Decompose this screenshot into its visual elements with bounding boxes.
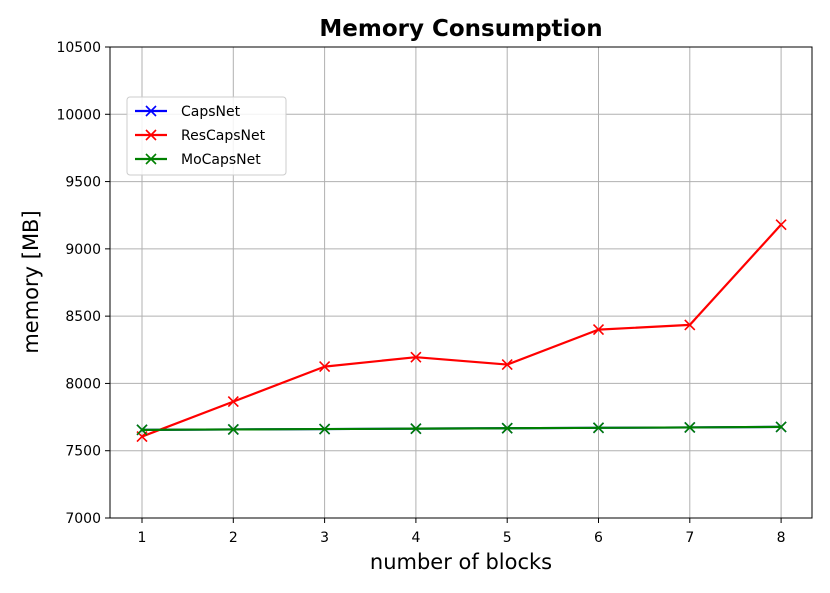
series-mocapsnet bbox=[136, 421, 787, 436]
data-point-mocapsnet bbox=[501, 422, 513, 434]
data-point-mocapsnet bbox=[227, 423, 239, 436]
y-axis-ticks: 7000 7500 8000 8500 9000 9500 10000 10500 bbox=[56, 40, 110, 527]
legend-item-rescapsnet: ResCapsNet bbox=[135, 128, 266, 144]
legend-item-capsnet: CapsNet bbox=[135, 104, 241, 120]
data-point-rescapsnet bbox=[227, 396, 239, 408]
series-line-mocapsnet bbox=[141, 425, 782, 431]
x-tick-label: 5 bbox=[503, 530, 512, 546]
data-point-mocapsnet bbox=[136, 424, 148, 436]
legend: CapsNet ResCapsNet MoCapsNet bbox=[126, 96, 287, 176]
y-tick-label: 7000 bbox=[65, 511, 101, 527]
x-tick-label: 4 bbox=[411, 530, 420, 546]
chart-title: Memory Consumption bbox=[319, 16, 602, 42]
legend-marker-capsnet bbox=[145, 105, 157, 117]
x-axis-ticks: 1 2 3 4 5 6 7 8 bbox=[138, 518, 786, 546]
legend-item-mocapsnet: MoCapsNet bbox=[135, 152, 261, 168]
y-tick-label: 10000 bbox=[56, 107, 101, 123]
plot-frame bbox=[109, 46, 813, 519]
x-tick-label: 7 bbox=[685, 530, 694, 546]
data-point-mocapsnet bbox=[592, 422, 605, 434]
x-tick-label: 2 bbox=[229, 530, 238, 546]
data-point-rescapsnet bbox=[684, 319, 696, 331]
y-tick-label: 9500 bbox=[65, 175, 101, 191]
y-tick-label: 8500 bbox=[65, 309, 101, 325]
y-tick-label: 8000 bbox=[65, 376, 101, 392]
series-line-rescapsnet bbox=[141, 223, 782, 438]
data-point-rescapsnet bbox=[501, 359, 513, 371]
x-tick-label: 6 bbox=[594, 530, 603, 546]
x-tick-label: 3 bbox=[320, 530, 329, 546]
data-point-mocapsnet bbox=[775, 421, 787, 433]
data-point-rescapsnet bbox=[775, 219, 787, 231]
data-series bbox=[136, 219, 787, 443]
legend-marker-mocapsnet bbox=[145, 153, 157, 165]
y-axis-title: memory [MB] bbox=[19, 210, 43, 353]
legend-marker-rescapsnet bbox=[145, 129, 157, 141]
data-point-mocapsnet bbox=[319, 423, 331, 435]
x-tick-label: 8 bbox=[777, 530, 786, 546]
data-point-mocapsnet bbox=[684, 421, 696, 433]
legend-box bbox=[126, 96, 287, 176]
legend-label-mocapsnet: MoCapsNet bbox=[181, 152, 261, 168]
x-axis-title: number of blocks bbox=[370, 550, 552, 574]
y-tick-label: 9000 bbox=[65, 242, 101, 258]
grid-lines bbox=[110, 46, 812, 519]
data-point-rescapsnet bbox=[319, 361, 331, 373]
y-tick-label: 7500 bbox=[65, 444, 101, 460]
data-point-mocapsnet bbox=[410, 423, 422, 435]
data-point-rescapsnet bbox=[410, 351, 422, 363]
y-tick-label: 10500 bbox=[56, 40, 101, 56]
x-tick-label: 1 bbox=[138, 530, 147, 546]
series-rescapsnet bbox=[136, 219, 787, 443]
legend-label-capsnet: CapsNet bbox=[181, 104, 241, 120]
data-point-rescapsnet bbox=[592, 324, 605, 336]
legend-label-rescapsnet: ResCapsNet bbox=[181, 128, 266, 144]
